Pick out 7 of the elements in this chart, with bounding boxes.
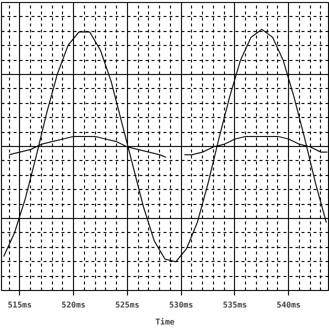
x-tick-label: 530ms bbox=[169, 300, 194, 310]
x-tick-label: 540ms bbox=[276, 300, 301, 310]
x-axis-title: Time bbox=[155, 318, 175, 326]
x-tick-label: 525ms bbox=[115, 300, 140, 310]
x-tick-label: 520ms bbox=[62, 300, 86, 310]
x-tick-label: 535ms bbox=[222, 300, 248, 310]
x-tick-label: 515ms bbox=[8, 300, 32, 310]
